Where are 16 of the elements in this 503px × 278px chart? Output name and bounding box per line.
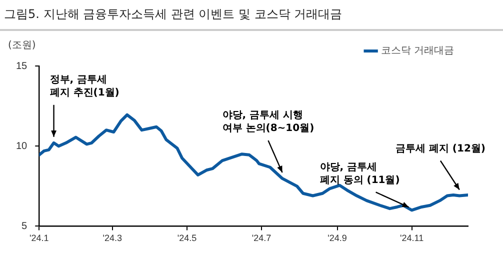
annotation: 정부, 금투세 폐지 추진(1월) [50, 74, 120, 98]
legend-label: 코스닥 거래대금 [380, 46, 454, 57]
y-tick-label: 5 [22, 220, 28, 232]
x-tick-label: '24.9 [328, 233, 347, 244]
x-tick-label: '24.1 [30, 233, 49, 244]
annotation: 금투세 폐지 (12월) [395, 143, 486, 154]
annotation: 야당, 금투세 폐지 동의 (11월) [320, 162, 400, 186]
annotation: 야당, 금투세 시행 여부 논의(8~10월) [222, 110, 314, 134]
x-tick-label: '24.7 [252, 233, 272, 244]
y-tick-label: 15 [16, 60, 28, 72]
chart-title: 그림5. 지난해 금융투자소득세 관련 이벤트 및 코스닥 거래대금 [4, 6, 342, 23]
y-tick-label: 10 [16, 140, 28, 152]
x-tick-label: '24.5 [177, 233, 197, 244]
x-tick-label: '24.11 [400, 233, 424, 244]
x-tick-label: '24.3 [102, 233, 122, 244]
y-axis-title: (조원) [8, 40, 36, 51]
